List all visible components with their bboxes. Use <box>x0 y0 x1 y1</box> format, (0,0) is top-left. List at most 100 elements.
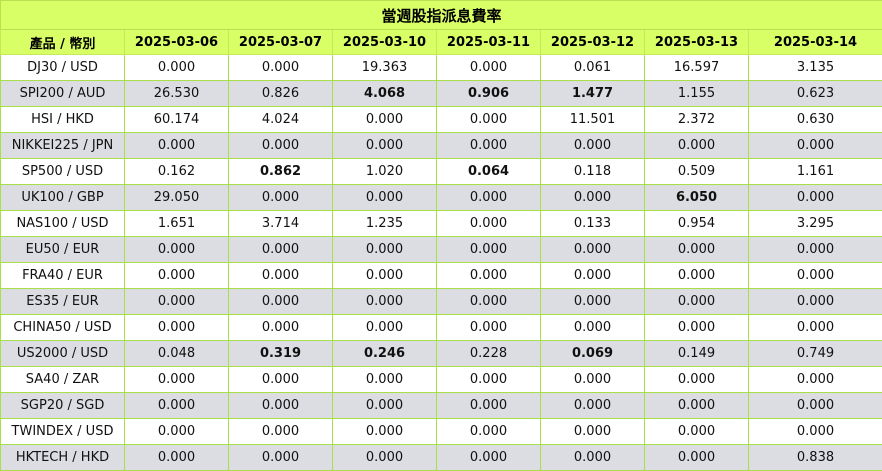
rate-cell: 0.069 <box>541 341 645 367</box>
rate-cell: 0.228 <box>437 341 541 367</box>
rate-cell: 0.000 <box>229 133 333 159</box>
rate-cell: 0.000 <box>333 263 437 289</box>
rate-cell: 3.714 <box>229 211 333 237</box>
header-date: 2025-03-06 <box>125 30 229 55</box>
rate-cell: 0.000 <box>749 289 882 315</box>
rate-cell: 0.000 <box>333 445 437 471</box>
rate-cell: 0.000 <box>541 315 645 341</box>
rate-cell: 0.000 <box>541 237 645 263</box>
rate-cell: 0.749 <box>749 341 882 367</box>
product-name-cell: UK100 / GBP <box>1 185 125 211</box>
rate-cell: 0.000 <box>645 263 749 289</box>
header-date: 2025-03-14 <box>749 30 882 55</box>
header-date: 2025-03-12 <box>541 30 645 55</box>
rate-cell: 0.000 <box>437 263 541 289</box>
rate-cell: 6.050 <box>645 185 749 211</box>
rate-cell: 0.000 <box>437 419 541 445</box>
rate-cell: 0.000 <box>749 133 882 159</box>
rate-cell: 0.000 <box>229 263 333 289</box>
product-name-cell: ES35 / EUR <box>1 289 125 315</box>
rate-cell: 29.050 <box>125 185 229 211</box>
header-date: 2025-03-10 <box>333 30 437 55</box>
rate-cell: 0.000 <box>749 315 882 341</box>
rate-cell: 4.024 <box>229 107 333 133</box>
rate-cell: 0.838 <box>749 445 882 471</box>
rate-cell: 0.000 <box>541 419 645 445</box>
rate-cell: 0.000 <box>749 237 882 263</box>
rate-cell: 0.000 <box>229 445 333 471</box>
rate-cell: 0.000 <box>749 263 882 289</box>
product-name-cell: SA40 / ZAR <box>1 367 125 393</box>
rate-cell: 0.000 <box>749 185 882 211</box>
rate-cell: 0.000 <box>437 185 541 211</box>
rate-cell: 0.000 <box>437 289 541 315</box>
rate-cell: 0.000 <box>125 237 229 263</box>
rate-cell: 0.000 <box>333 393 437 419</box>
rate-cell: 0.630 <box>749 107 882 133</box>
rate-cell: 26.530 <box>125 81 229 107</box>
rate-cell: 0.000 <box>125 393 229 419</box>
rate-cell: 0.000 <box>541 185 645 211</box>
rate-cell: 16.597 <box>645 55 749 81</box>
rate-cell: 0.000 <box>645 133 749 159</box>
rate-cell: 0.000 <box>437 445 541 471</box>
rate-cell: 0.000 <box>645 393 749 419</box>
rate-cell: 0.000 <box>333 185 437 211</box>
rate-cell: 19.363 <box>333 55 437 81</box>
rate-cell: 0.000 <box>229 393 333 419</box>
rate-cell: 0.048 <box>125 341 229 367</box>
rate-cell: 0.862 <box>229 159 333 185</box>
rate-cell: 60.174 <box>125 107 229 133</box>
rate-cell: 2.372 <box>645 107 749 133</box>
rate-cell: 1.161 <box>749 159 882 185</box>
product-name-cell: SGP20 / SGD <box>1 393 125 419</box>
rate-cell: 0.000 <box>229 185 333 211</box>
rate-cell: 0.000 <box>333 237 437 263</box>
rate-cell: 0.000 <box>437 367 541 393</box>
rate-cell: 0.000 <box>645 237 749 263</box>
rate-cell: 0.000 <box>437 107 541 133</box>
rate-cell: 0.000 <box>333 107 437 133</box>
header-date: 2025-03-13 <box>645 30 749 55</box>
rate-cell: 0.000 <box>645 315 749 341</box>
rate-cell: 0.000 <box>229 419 333 445</box>
rate-cell: 0.000 <box>125 315 229 341</box>
rate-cell: 1.235 <box>333 211 437 237</box>
rate-cell: 0.000 <box>437 55 541 81</box>
table-title: 當週股指派息費率 <box>1 1 882 30</box>
rate-cell: 0.000 <box>333 289 437 315</box>
rate-cell: 0.826 <box>229 81 333 107</box>
table-header-row: 產品 / 幣別 2025-03-06 2025-03-07 2025-03-10… <box>1 30 882 55</box>
product-name-cell: HSI / HKD <box>1 107 125 133</box>
product-name-cell: EU50 / EUR <box>1 237 125 263</box>
rate-cell: 0.000 <box>437 133 541 159</box>
rate-cell: 1.155 <box>645 81 749 107</box>
rate-cell: 1.020 <box>333 159 437 185</box>
rate-cell: 0.000 <box>333 315 437 341</box>
rate-cell: 0.000 <box>645 289 749 315</box>
rate-cell: 0.000 <box>125 445 229 471</box>
rate-cell: 1.477 <box>541 81 645 107</box>
rate-cell: 0.319 <box>229 341 333 367</box>
rate-cell: 0.000 <box>229 315 333 341</box>
product-name-cell: HKTECH / HKD <box>1 445 125 471</box>
product-name-cell: NIKKEI225 / JPN <box>1 133 125 159</box>
table-title-row: 當週股指派息費率 <box>1 1 882 30</box>
rate-cell: 0.000 <box>125 289 229 315</box>
rate-cell: 0.000 <box>229 55 333 81</box>
